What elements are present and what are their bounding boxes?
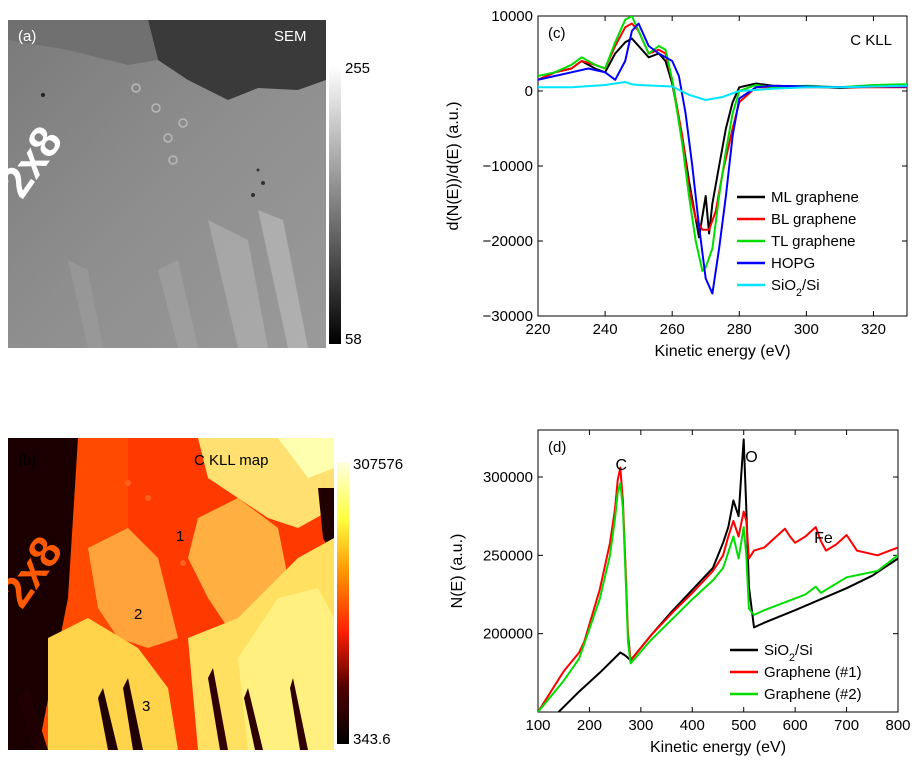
plot-frame: [537, 15, 908, 317]
series-group: [538, 438, 898, 712]
x-axis-label: Kinetic energy (eV): [650, 739, 786, 756]
series-line: [557, 438, 898, 712]
panel-b-label: (b): [18, 452, 37, 469]
y-tick-label: 0: [525, 83, 533, 100]
panel-c-annotation: C KLL: [850, 32, 892, 49]
chart-c: 220 240 260 280 300 320 10000 0 −10000 −20000 −300…: [445, 8, 908, 360]
y-axis-label: d(N(E))/d(E) (a.u.): [445, 102, 462, 231]
x-tick-label: 300: [794, 321, 819, 338]
x-tick-label: 260: [660, 321, 685, 338]
sem-image-graphic: [8, 20, 326, 348]
x-tick-label: 800: [885, 717, 910, 734]
x-tick-label: 280: [727, 321, 752, 338]
x-tick-label: 200: [577, 717, 602, 734]
y-tick-label: −20000: [483, 233, 533, 250]
legend-label: Graphene (#2): [764, 686, 862, 703]
series-line: [538, 37, 907, 239]
peak-label-o: O: [745, 449, 757, 466]
plot-frame: [537, 429, 899, 713]
sem-colorbar-max: 255: [345, 60, 371, 77]
legend-label: Graphene (#1): [764, 664, 862, 681]
sem-image: 2x8 (a) SEM: [8, 20, 326, 348]
region-label-1: 1: [176, 528, 185, 545]
ckll-map-image: 2x8 (b) C KLL map 1 2 3: [8, 438, 334, 750]
x-tick-label: 220: [525, 321, 550, 338]
legend-label: ML graphene: [771, 189, 859, 206]
ckll-colorbar: [337, 462, 349, 744]
ckll-colorbar-max: 307576: [353, 456, 404, 473]
region-label-2: 2: [134, 606, 143, 623]
series-line: [538, 482, 898, 712]
panel-a-label: (a): [18, 28, 37, 45]
legend-label: TL graphene: [771, 233, 856, 250]
x-axis-label: Kinetic energy (eV): [654, 343, 790, 360]
y-tick-label: −30000: [483, 308, 533, 325]
legend-label: HOPG: [771, 255, 815, 272]
panel-d-label: (d): [548, 439, 566, 456]
x-tick-label: 300: [628, 717, 653, 734]
legend-label: SiO2/Si: [771, 277, 820, 299]
series-line: [538, 16, 907, 272]
series-line: [538, 22, 907, 295]
legend-label: SiO2/Si: [764, 642, 813, 664]
x-tick-label: 600: [783, 717, 808, 734]
series-group: [538, 16, 907, 295]
ckll-map-graphic: [8, 438, 334, 750]
sem-colorbar-min: 58: [345, 331, 362, 348]
series-line: [538, 466, 898, 712]
ckll-colorbar-min: 343.6: [353, 731, 391, 748]
x-tick-label: 500: [731, 717, 756, 734]
x-tick-label: 700: [834, 717, 859, 734]
y-tick-label: −10000: [483, 158, 533, 175]
y-tick-label: 250000: [483, 547, 533, 564]
panel-a-title: SEM: [274, 28, 307, 45]
panel-c-label: (c): [548, 25, 566, 42]
sem-colorbar: [329, 66, 341, 344]
y-tick-label: 10000: [491, 8, 533, 25]
peak-label-fe: Fe: [814, 530, 833, 547]
peak-label-c: C: [616, 457, 628, 474]
chart-d: 100 200 300 400 500 600 700 800 200000 250000 3000…: [449, 429, 911, 756]
y-axis-label: N(E) (a.u.): [449, 534, 466, 609]
x-tick-label: 100: [525, 717, 550, 734]
x-tick-label: 320: [861, 321, 886, 338]
panel-b-title: C KLL map: [194, 452, 269, 469]
series-line: [538, 81, 907, 101]
x-tick-label: 400: [680, 717, 705, 734]
y-tick-label: 200000: [483, 626, 533, 643]
x-tick-label: 240: [593, 321, 618, 338]
y-tick-label: 300000: [483, 469, 533, 486]
region-label-3: 3: [142, 698, 151, 715]
legend-label: BL graphene: [771, 211, 856, 228]
